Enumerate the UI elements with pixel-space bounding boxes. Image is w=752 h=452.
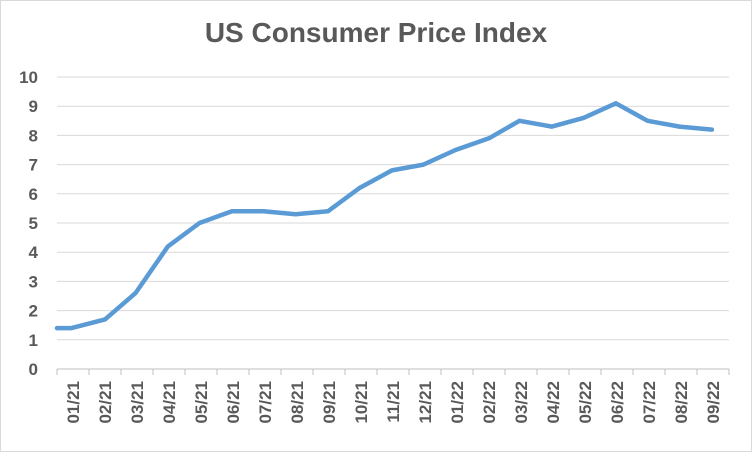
x-tick-label: 12/21 [416, 381, 435, 424]
x-tick-label: 09/21 [320, 381, 339, 424]
data-point [357, 186, 362, 190]
x-tick-label: 03/21 [128, 381, 147, 424]
y-tick-label: 5 [29, 214, 38, 233]
data-point [389, 168, 394, 173]
y-tick-label: 10 [19, 68, 38, 87]
x-tick-label: 07/21 [256, 381, 275, 424]
cpi-series-line [54, 101, 715, 331]
data-point [453, 148, 458, 152]
x-tick-label: 10/21 [352, 381, 371, 424]
data-point [487, 136, 491, 141]
y-tick-label: 0 [29, 360, 38, 379]
data-point [55, 326, 59, 331]
x-tick-label: 05/21 [192, 381, 211, 424]
x-tick-label: 01/22 [448, 381, 467, 424]
data-point [549, 124, 554, 129]
y-axis-ticks: 0 1 2 3 4 5 6 7 8 9 10 [19, 68, 38, 379]
x-tick-label: 05/22 [576, 381, 595, 424]
data-point [517, 118, 522, 123]
series-layer [54, 101, 715, 331]
x-tick-label: 11/21 [384, 381, 403, 423]
data-point [69, 326, 74, 331]
data-point [613, 101, 618, 106]
data-point [293, 212, 298, 217]
y-tick-label: 4 [29, 243, 39, 262]
x-tick-label: 06/22 [608, 381, 627, 424]
y-tick-label: 1 [29, 331, 38, 350]
y-tick-label: 8 [29, 126, 38, 145]
y-tick-label: 9 [29, 97, 38, 116]
x-tick-label: 08/22 [672, 381, 691, 424]
y-tick-label: 6 [29, 185, 38, 204]
x-tick-label: 06/21 [224, 381, 243, 424]
data-point [133, 291, 138, 296]
data-point [261, 209, 266, 214]
data-point [677, 124, 682, 129]
data-point [229, 209, 234, 214]
data-point [325, 209, 330, 214]
y-tick-label: 2 [29, 302, 38, 321]
gridlines [57, 76, 729, 370]
x-tick-label: 03/22 [512, 381, 531, 424]
data-point [103, 317, 107, 322]
data-point [581, 115, 586, 120]
x-tick-label: 01/21 [64, 381, 83, 424]
chart-title: US Consumer Price Index [204, 17, 548, 48]
x-tick-label: 09/22 [704, 381, 723, 424]
x-tick-label: 04/21 [160, 381, 179, 424]
data-point [709, 127, 714, 132]
data-point [165, 244, 170, 249]
x-tick-label: 02/22 [480, 381, 499, 424]
x-tick-label: 02/21 [96, 381, 115, 424]
y-tick-label: 3 [29, 272, 38, 291]
x-tick-label: 07/22 [640, 381, 659, 424]
x-tick-label: 04/22 [544, 381, 563, 424]
data-point [645, 118, 650, 123]
x-axis-ticks: 01/21 02/21 03/21 04/21 05/21 06/21 07/21 08/21… [56, 369, 730, 424]
y-tick-label: 7 [29, 156, 38, 175]
data-point [421, 162, 426, 167]
data-point [197, 221, 202, 225]
x-tick-label: 08/21 [288, 381, 307, 424]
